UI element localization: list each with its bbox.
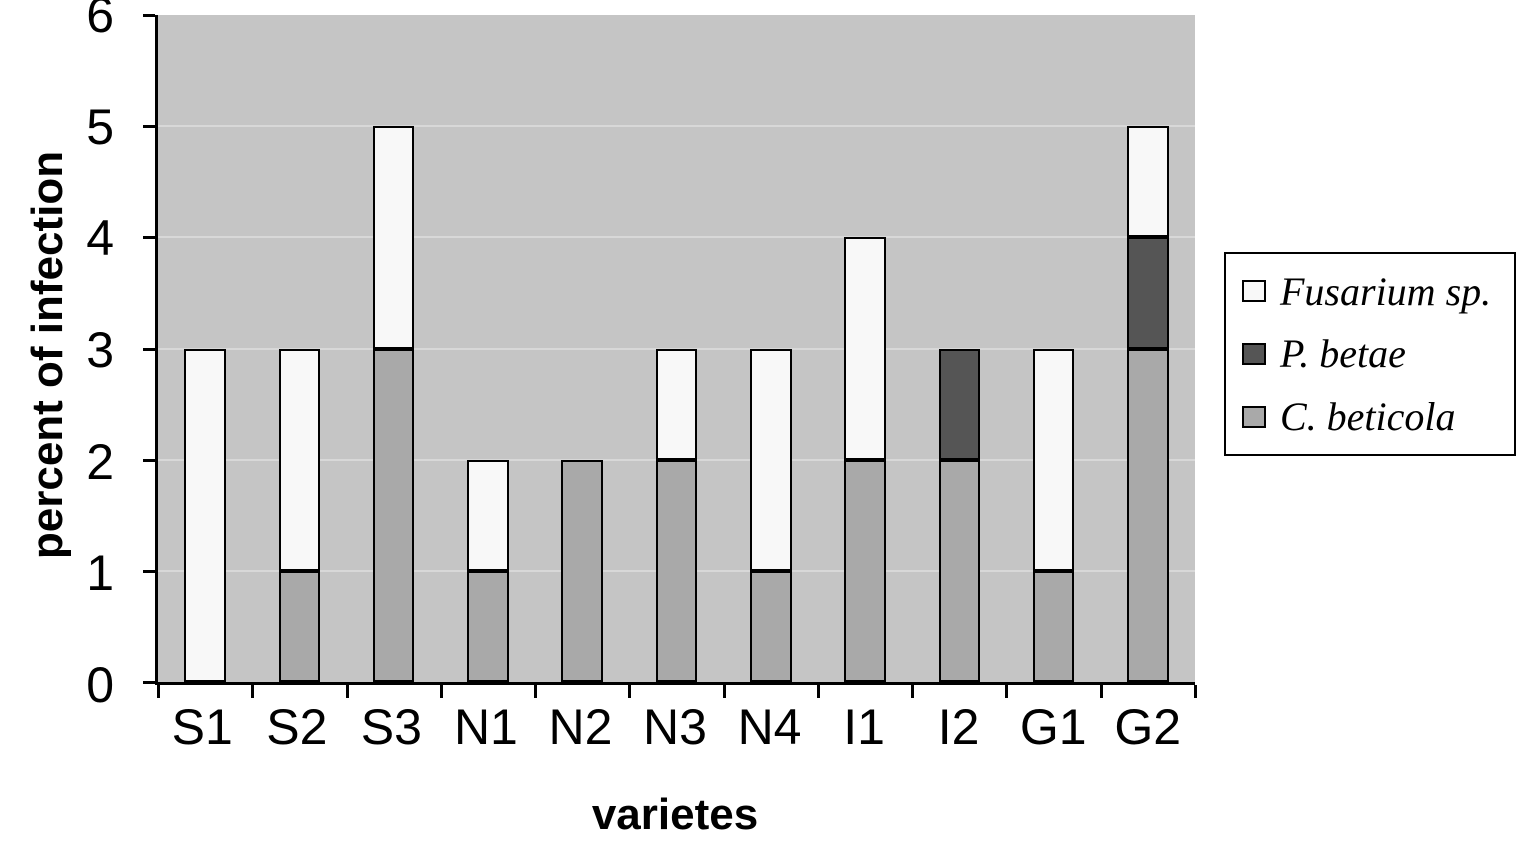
y-tick-label: 5 bbox=[86, 98, 114, 155]
bar-segment-i2-c-beticola bbox=[938, 459, 981, 682]
y-tick-mark bbox=[143, 458, 155, 462]
bar-segment-i2-p-betae bbox=[938, 348, 981, 460]
gridline bbox=[158, 347, 1195, 350]
y-tick-mark bbox=[143, 14, 155, 17]
x-tick-mark bbox=[722, 685, 726, 698]
x-tick-mark bbox=[157, 685, 160, 698]
y-tick-label: 3 bbox=[86, 322, 114, 378]
bar-segment-i1-c-beticola bbox=[844, 459, 886, 682]
bar-segment-g2-p-betae bbox=[1127, 237, 1169, 349]
bar-segment-s2-c-beticola bbox=[278, 570, 321, 682]
legend-swatch-fusarium-sp bbox=[1242, 280, 1266, 303]
x-tick-label-g1: G1 bbox=[1019, 699, 1087, 755]
gridline bbox=[158, 125, 1195, 128]
legend-entry-c-beticola: C. beticola bbox=[1242, 393, 1508, 440]
y-tick-mark bbox=[143, 347, 155, 351]
x-tick-mark bbox=[251, 685, 255, 698]
x-tick-label-n2: N2 bbox=[548, 699, 613, 755]
bar-segment-g2-fusarium-sp bbox=[1127, 126, 1169, 238]
bar-segment-s3-c-beticola bbox=[372, 348, 415, 682]
y-tick-label: 2 bbox=[86, 433, 114, 490]
legend-swatch-c-beticola bbox=[1242, 405, 1266, 428]
bar-segment-s1-fusarium-sp bbox=[184, 348, 226, 682]
y-tick-mark bbox=[143, 569, 155, 573]
bar-segment-n4-fusarium-sp bbox=[750, 348, 792, 571]
y-tick-label: 1 bbox=[86, 545, 114, 602]
x-tick-mark bbox=[628, 685, 632, 698]
bar-segment-g1-c-beticola bbox=[1032, 570, 1075, 682]
x-tick-mark bbox=[911, 685, 915, 698]
y-tick-label: 0 bbox=[86, 657, 114, 713]
bar-segment-n3-fusarium-sp bbox=[655, 348, 698, 460]
x-tick-label-n3: N3 bbox=[643, 699, 707, 755]
y-tick-mark bbox=[143, 125, 155, 129]
legend-entry-fusarium-sp: Fusarium sp. bbox=[1242, 268, 1508, 315]
gridline bbox=[158, 236, 1195, 239]
bar-segment-g2-c-beticola bbox=[1127, 348, 1169, 682]
x-axis-title: varietes bbox=[591, 790, 759, 839]
y-tick-label: 6 bbox=[86, 0, 114, 43]
x-tick-label-i2: I2 bbox=[937, 699, 980, 755]
x-tick-label-s2: S2 bbox=[266, 699, 328, 755]
legend-label-p-betae: P. betae bbox=[1280, 331, 1406, 377]
bar-segment-i1-fusarium-sp bbox=[844, 237, 886, 460]
legend-label-fusarium-sp: Fusarium sp. bbox=[1280, 268, 1492, 314]
x-tick-label-g2: G2 bbox=[1114, 699, 1182, 755]
x-tick-label-s3: S3 bbox=[360, 699, 422, 755]
x-tick-mark bbox=[1099, 685, 1103, 698]
bar-segment-s2-fusarium-sp bbox=[278, 348, 321, 571]
x-tick-mark bbox=[1194, 685, 1197, 698]
y-tick-mark bbox=[143, 236, 155, 240]
legend: Fusarium sp. P. betae C. beticola bbox=[1224, 252, 1516, 456]
bar-segment-g1-fusarium-sp bbox=[1032, 348, 1075, 571]
legend-swatch-p-betae bbox=[1242, 342, 1266, 365]
legend-label-c-beticola: C. beticola bbox=[1280, 394, 1456, 440]
bar-segment-s3-fusarium-sp bbox=[372, 126, 415, 349]
y-tick-mark bbox=[143, 681, 155, 684]
bar-segment-n4-c-beticola bbox=[750, 570, 792, 682]
x-axis-tick-labels: S1 S2 S3 N1 N2 N3 N4 I1 I2 G1 G2 bbox=[155, 702, 1195, 762]
x-tick-label-n4: N4 bbox=[737, 699, 802, 755]
x-tick-label-n1: N1 bbox=[453, 699, 518, 755]
x-tick-mark bbox=[345, 685, 349, 698]
x-tick-mark bbox=[534, 685, 538, 698]
x-tick-mark bbox=[816, 685, 820, 698]
bar-segment-n1-fusarium-sp bbox=[467, 459, 509, 571]
x-tick-mark bbox=[1005, 685, 1009, 698]
x-tick-label-i1: I1 bbox=[843, 699, 885, 755]
plot-area bbox=[143, 14, 1197, 698]
y-tick-label: 4 bbox=[86, 210, 114, 267]
legend-entry-p-betae: P. betae bbox=[1242, 330, 1508, 377]
bar-segment-n1-c-beticola bbox=[467, 570, 509, 682]
bar-segment-n2-c-beticola bbox=[561, 459, 603, 682]
x-tick-label-s1: S1 bbox=[171, 699, 233, 755]
bar-segment-n3-c-beticola bbox=[655, 459, 698, 682]
x-tick-mark bbox=[439, 685, 443, 698]
y-axis-tick-labels: 0 1 2 3 4 5 6 bbox=[0, 0, 138, 710]
